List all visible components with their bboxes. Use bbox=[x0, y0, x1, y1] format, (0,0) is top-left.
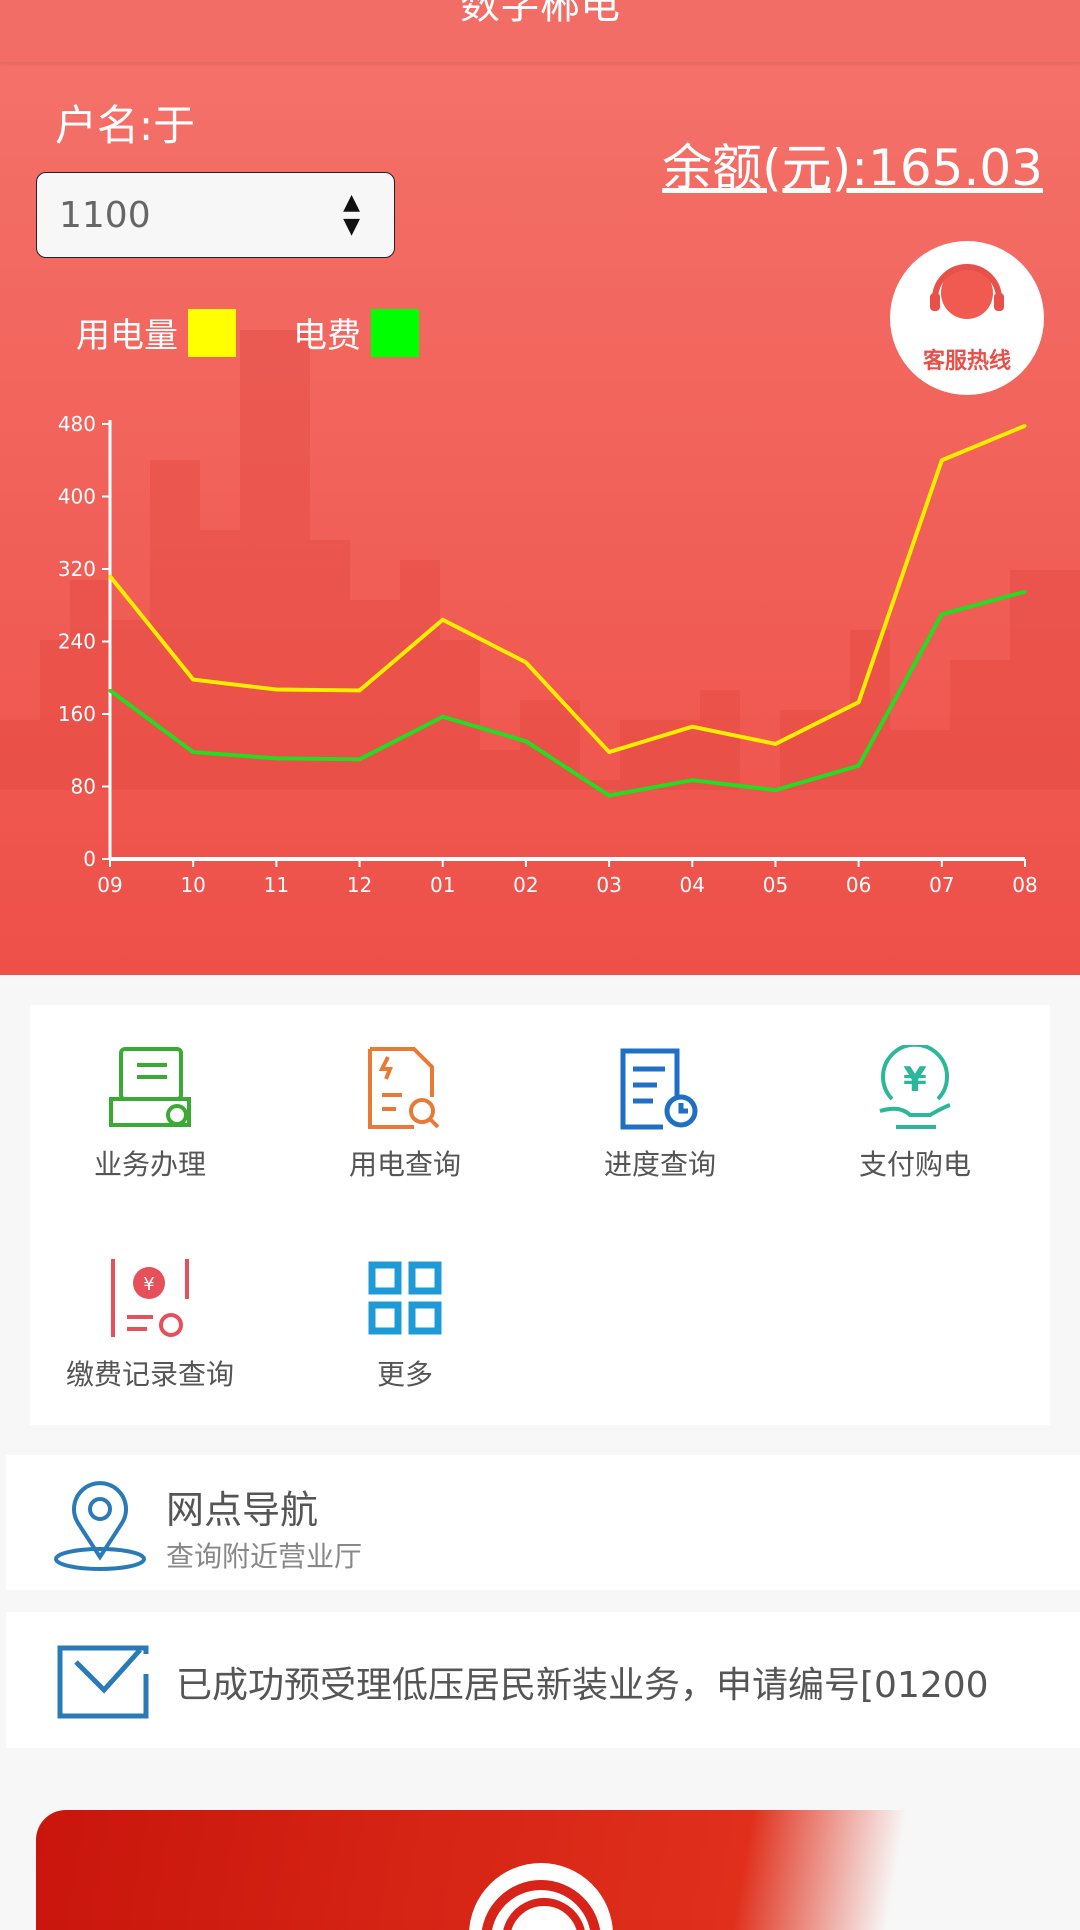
data-point bbox=[1023, 590, 1027, 594]
outlet-navigation[interactable]: 网点导航 查询附近营业厅 bbox=[6, 1455, 1080, 1590]
legend-fee-swatch bbox=[371, 308, 419, 357]
legend-fee-label: 电费 bbox=[293, 316, 361, 356]
spinner-arrows-icon: ▲ ▼ bbox=[343, 190, 360, 239]
services-grid: 业务办理 用电查询 进度查询 ¥ 支付购电 ¥ 缴费记录查询 更多 bbox=[30, 1005, 1050, 1425]
data-point bbox=[358, 757, 362, 761]
y-tick-label: 400 bbox=[58, 485, 96, 509]
app-title: 数字郴电 bbox=[460, 0, 620, 28]
message-ticker[interactable]: 已成功预受理低压居民新装业务，申请编号[01200 bbox=[6, 1612, 1080, 1748]
data-point bbox=[940, 612, 944, 616]
message-text: 已成功预受理低压居民新装业务，申请编号[01200 bbox=[176, 1665, 989, 1706]
svg-text:¥: ¥ bbox=[903, 1060, 927, 1100]
service-label: 进度查询 bbox=[603, 1148, 716, 1181]
x-tick-label: 08 bbox=[1012, 873, 1037, 897]
headset-agent-icon bbox=[930, 264, 1004, 319]
data-point bbox=[773, 788, 777, 792]
service-more[interactable]: 更多 bbox=[295, 1255, 515, 1393]
y-tick-label: 480 bbox=[58, 412, 96, 436]
legend-fee: 电费 bbox=[293, 308, 419, 357]
promo-banner[interactable] bbox=[36, 1810, 1040, 1930]
service-label: 用电查询 bbox=[348, 1148, 461, 1181]
svg-text:¥: ¥ bbox=[143, 1274, 154, 1295]
nav-title: 网点导航 bbox=[166, 1488, 319, 1532]
x-tick-label: 02 bbox=[513, 873, 538, 897]
service-payment[interactable]: ¥ 支付购电 bbox=[805, 1045, 1025, 1183]
x-tick-label: 11 bbox=[264, 873, 289, 897]
data-point bbox=[441, 715, 445, 719]
data-point bbox=[690, 778, 694, 782]
service-business[interactable]: 业务办理 bbox=[40, 1045, 260, 1183]
x-tick-label: 03 bbox=[596, 873, 621, 897]
progress-query-icon bbox=[620, 1048, 698, 1130]
usage-query-icon bbox=[368, 1047, 440, 1129]
y-tick-label: 320 bbox=[58, 557, 96, 581]
balance-link[interactable]: 余额(元):165.03 bbox=[662, 139, 1043, 197]
data-point bbox=[857, 700, 861, 704]
payment-record-icon: ¥ bbox=[111, 1259, 189, 1337]
data-point bbox=[940, 458, 944, 462]
y-tick-label: 80 bbox=[71, 775, 96, 799]
location-pin-icon bbox=[54, 1481, 146, 1571]
service-usage-query[interactable]: 用电查询 bbox=[295, 1045, 515, 1183]
data-point bbox=[108, 688, 112, 692]
x-tick-label: 10 bbox=[180, 873, 205, 897]
x-tick-label: 12 bbox=[347, 873, 372, 897]
data-point bbox=[274, 756, 278, 760]
more-grid-icon bbox=[368, 1261, 442, 1335]
y-tick-label: 0 bbox=[83, 847, 96, 871]
service-label: 业务办理 bbox=[93, 1148, 206, 1181]
business-icon bbox=[109, 1047, 191, 1127]
x-tick-label: 09 bbox=[97, 873, 122, 897]
header-panel: 数字郴电 户名:于 余额(元):165.03 1100 ▲ ▼ 用电量 电费 客服… bbox=[0, 0, 1080, 975]
service-label: 更多 bbox=[376, 1358, 433, 1391]
data-point bbox=[441, 618, 445, 622]
data-point bbox=[358, 688, 362, 692]
data-point bbox=[857, 764, 861, 768]
account-select[interactable]: 1100 ▲ ▼ bbox=[36, 172, 395, 258]
data-point bbox=[108, 574, 112, 578]
service-progress-query[interactable]: 进度查询 bbox=[550, 1045, 770, 1183]
x-tick-label: 07 bbox=[929, 873, 954, 897]
service-label: 支付购电 bbox=[858, 1148, 971, 1181]
account-number: 1100 bbox=[59, 195, 151, 236]
x-tick-label: 05 bbox=[763, 873, 788, 897]
service-label: 缴费记录查询 bbox=[65, 1358, 234, 1391]
data-point bbox=[524, 660, 528, 664]
data-point bbox=[1023, 424, 1027, 428]
mail-icon bbox=[57, 1645, 149, 1719]
data-point bbox=[274, 688, 278, 692]
legend-usage-swatch bbox=[188, 308, 236, 357]
service-payment-record[interactable]: ¥ 缴费记录查询 bbox=[40, 1255, 260, 1393]
series-line-fee bbox=[108, 589, 1026, 798]
account-name: 户名:于 bbox=[55, 101, 196, 150]
x-tick-label: 04 bbox=[680, 873, 705, 897]
legend-usage: 用电量 bbox=[76, 308, 236, 357]
data-point bbox=[690, 725, 694, 729]
x-tick-label: 01 bbox=[430, 873, 455, 897]
city-skyline-background bbox=[0, 330, 1080, 790]
data-point bbox=[191, 678, 195, 682]
data-point bbox=[607, 794, 611, 798]
nav-subtitle: 查询附近营业厅 bbox=[166, 1540, 363, 1573]
data-point bbox=[607, 750, 611, 754]
payment-icon: ¥ bbox=[879, 1045, 951, 1129]
series-line-usage bbox=[108, 423, 1026, 755]
legend-usage-label: 用电量 bbox=[76, 316, 178, 356]
customer-service-button[interactable]: 客服热线 bbox=[890, 241, 1044, 395]
app-header: 数字郴电 bbox=[0, 0, 1080, 62]
data-point bbox=[773, 742, 777, 746]
data-point bbox=[524, 739, 528, 743]
y-tick-label: 240 bbox=[58, 630, 96, 654]
data-point bbox=[191, 750, 195, 754]
customer-service-label: 客服热线 bbox=[922, 349, 1011, 374]
y-tick-label: 160 bbox=[58, 702, 96, 726]
x-tick-label: 06 bbox=[846, 873, 871, 897]
